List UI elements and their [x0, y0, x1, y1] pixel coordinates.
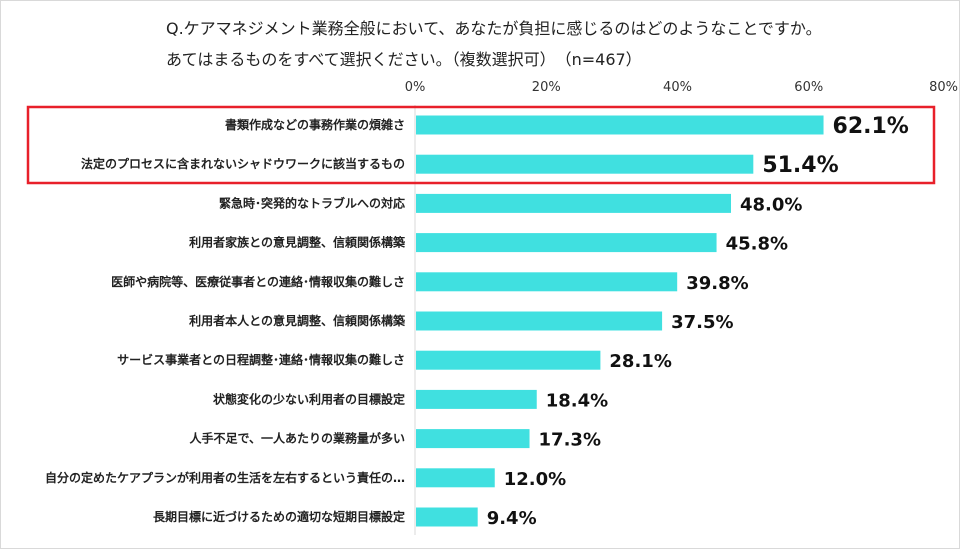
value-label: 39.8%	[686, 273, 748, 294]
bar	[416, 233, 717, 253]
bar	[416, 507, 478, 527]
category-label: 人手不足で、一人あたりの業務量が多い	[189, 431, 405, 446]
value-label: 45.8%	[726, 234, 788, 255]
x-tick-label: 80%	[929, 80, 958, 95]
x-tick-label: 40%	[663, 80, 692, 95]
category-label: 書類作成などの事務作業の煩雑さ	[225, 117, 405, 132]
category-label: 自分の定めたケアプランが利用者の生活を左右するという責任の…	[45, 470, 405, 485]
chart-title-line-1: Q.ケアマネジメント業務全般において、あなたが負担に感じるのはどのようなことです…	[166, 19, 822, 38]
value-label: 28.1%	[609, 351, 671, 372]
chart-title-line-2: あてはまるものをすべて選択ください。（複数選択可） （n=467）	[166, 50, 642, 69]
category-label: 状態変化の少ない利用者の目標設定	[213, 391, 405, 406]
bar	[416, 389, 537, 409]
highlight-box	[26, 105, 936, 185]
category-label: 利用者本人との意見調整、信頼関係構築	[189, 313, 406, 328]
category-label: 緊急時･突発的なトラブルへの対応	[219, 195, 405, 210]
bar	[416, 468, 495, 488]
bar	[416, 311, 663, 331]
value-label: 48.0%	[740, 194, 802, 215]
bar	[416, 193, 731, 213]
value-label: 12.0%	[504, 469, 566, 490]
bar	[416, 272, 678, 292]
bar	[416, 154, 754, 174]
category-label: 利用者家族との意見調整、信頼関係構築	[189, 235, 406, 250]
bar	[416, 350, 601, 370]
value-label: 62.1%	[833, 114, 909, 139]
value-label: 37.5%	[671, 312, 733, 333]
x-tick-label: 60%	[794, 80, 823, 95]
value-label: 18.4%	[546, 390, 608, 411]
bar	[416, 115, 824, 135]
category-label: サービス事業者との日程調整･連絡･情報収集の難しさ	[117, 352, 405, 367]
bar	[416, 429, 530, 449]
category-label: 長期目標に近づけるための適切な短期目標設定	[153, 509, 405, 524]
value-label: 17.3%	[539, 430, 601, 451]
value-label: 9.4%	[487, 508, 537, 529]
x-tick-label: 0%	[405, 80, 426, 95]
category-label: 医師や病院等、医療従事者との連絡･情報収集の難しさ	[111, 274, 405, 289]
category-label: 法定のプロセスに含まれないシャドウワークに該当するもの	[81, 156, 405, 171]
x-tick-label: 20%	[532, 80, 561, 95]
value-label: 51.4%	[762, 153, 838, 178]
